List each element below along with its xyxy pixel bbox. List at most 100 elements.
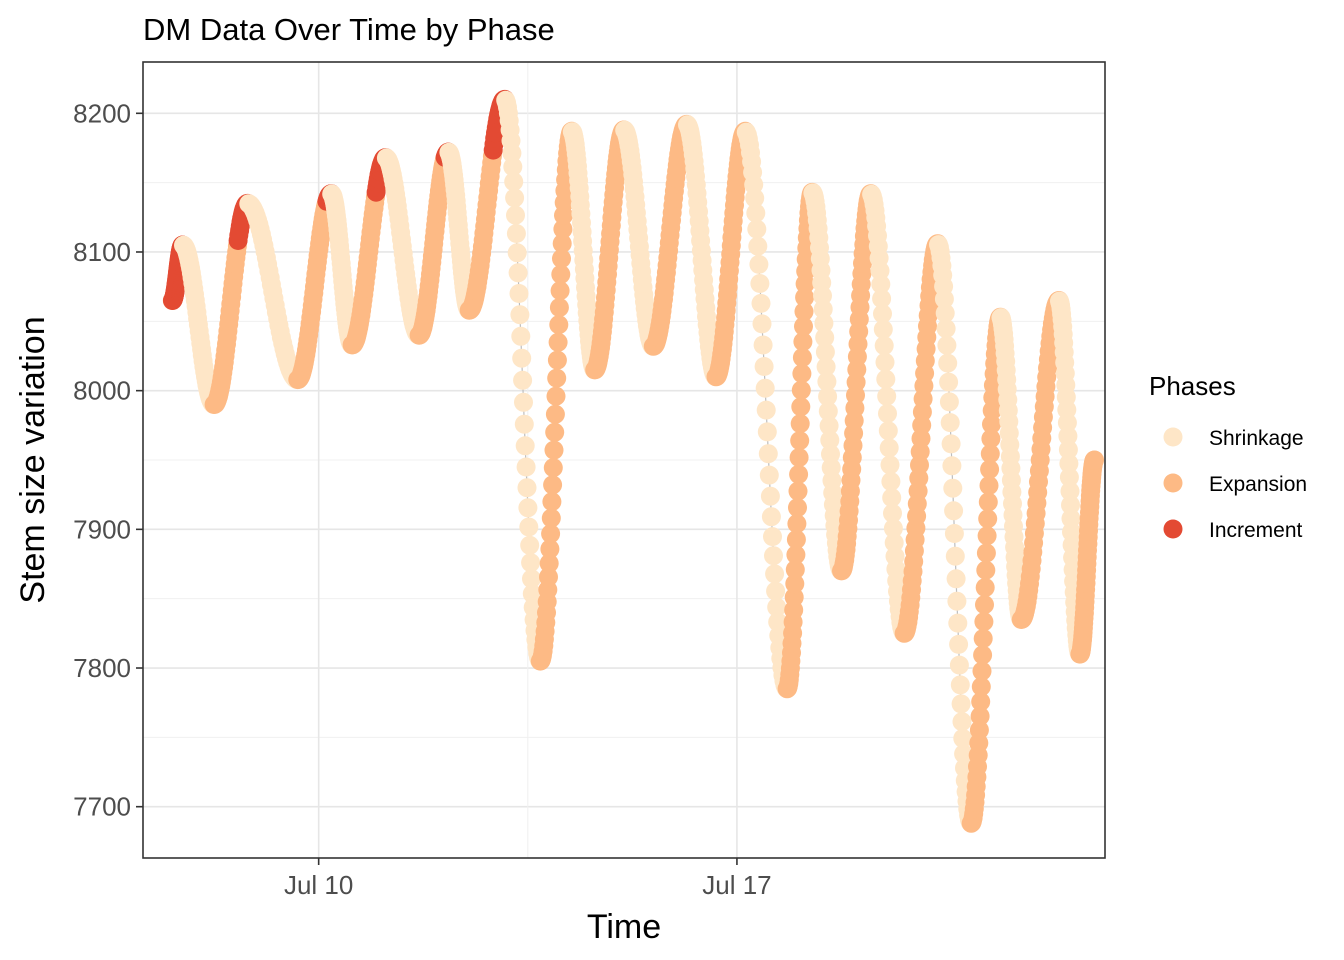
y-tick-label: 7900 [73, 514, 131, 544]
chart-title: DM Data Over Time by Phase [143, 12, 555, 47]
data-point [755, 378, 775, 398]
data-point [873, 304, 892, 324]
data-point [539, 567, 558, 587]
data-point [881, 472, 901, 491]
data-point [969, 720, 989, 740]
data-point [757, 422, 777, 442]
data-point [753, 335, 773, 355]
data-point [505, 188, 525, 208]
data-point [789, 448, 809, 467]
data-point [520, 535, 540, 555]
data-point [1061, 495, 1080, 515]
data-point [816, 357, 836, 377]
data-point [540, 539, 560, 559]
data-point [521, 553, 541, 573]
data-point [784, 587, 804, 607]
data-point [786, 530, 806, 549]
data-point [545, 422, 565, 442]
data-point [506, 205, 525, 225]
data-point [974, 612, 994, 632]
data-point [788, 498, 807, 518]
data-point [975, 578, 995, 597]
data-point [949, 655, 969, 675]
data-point [551, 264, 571, 284]
data-point [747, 219, 767, 239]
data-point [1061, 509, 1081, 529]
data-point [873, 319, 893, 339]
data-point [511, 326, 531, 346]
data-point [513, 370, 533, 390]
data-point [795, 287, 815, 307]
data-point [818, 387, 838, 406]
legend-swatch [1163, 427, 1183, 447]
data-point [818, 401, 838, 421]
data-point [790, 414, 810, 434]
legend-label: Shrinkage [1209, 427, 1304, 450]
y-tick-label: 8200 [73, 98, 131, 128]
data-point [550, 281, 570, 301]
data-point [948, 613, 968, 633]
data-point [543, 458, 563, 478]
data-point [949, 634, 969, 654]
legend-swatch [1163, 519, 1183, 539]
data-point [952, 712, 972, 732]
data-point [792, 348, 812, 367]
data-point [970, 706, 990, 726]
data-point [766, 581, 786, 601]
data-point [934, 289, 954, 309]
data-point [785, 560, 805, 580]
data-point [982, 414, 1001, 434]
data-point [874, 336, 894, 356]
data-point [754, 357, 774, 376]
data-point [549, 298, 569, 317]
data-point [951, 694, 971, 714]
data-point [880, 455, 900, 475]
data-point [519, 517, 539, 537]
data-point [884, 533, 904, 553]
data-point [547, 368, 567, 388]
data-point [870, 261, 890, 281]
x-axis: Jul 10 Jul 17 [284, 858, 772, 900]
data-point [514, 414, 534, 434]
data-point [950, 675, 970, 695]
data-point [1085, 450, 1104, 470]
data-point [883, 503, 902, 523]
data-point [758, 444, 778, 464]
y-tick-label: 8100 [73, 237, 131, 267]
data-point [815, 328, 835, 347]
data-point [765, 564, 785, 584]
data-point [760, 486, 780, 506]
data-point [937, 335, 957, 355]
data-point [819, 416, 839, 436]
data-point [977, 526, 997, 546]
data-point [791, 397, 811, 417]
data-point [975, 595, 994, 615]
data-point [978, 492, 998, 512]
data-point [814, 313, 834, 333]
data-point [882, 488, 902, 508]
data-point [517, 478, 537, 498]
data-point [768, 612, 788, 632]
data-point [789, 464, 809, 484]
legend-title: Phases [1149, 371, 1236, 401]
y-axis-label: Stem size variation [14, 316, 52, 603]
data-point [502, 143, 522, 163]
data-point [820, 430, 840, 450]
data-point [980, 459, 1000, 479]
data-point [938, 353, 958, 373]
data-point [543, 475, 563, 495]
data-point [976, 560, 996, 580]
data-point [875, 352, 895, 372]
data-point [973, 645, 993, 665]
data-point [785, 574, 805, 594]
data-point [744, 175, 764, 195]
y-axis: 7700 7800 7900 8000 8100 8200 [73, 98, 143, 822]
data-point [944, 501, 964, 521]
data-point [978, 509, 998, 529]
y-tick-label: 7800 [73, 653, 131, 683]
legend: Phases Shrinkage Expansion Increment [1149, 371, 1307, 542]
data-point [876, 369, 896, 389]
data-point [980, 444, 1000, 464]
legend-swatch [1163, 473, 1183, 493]
